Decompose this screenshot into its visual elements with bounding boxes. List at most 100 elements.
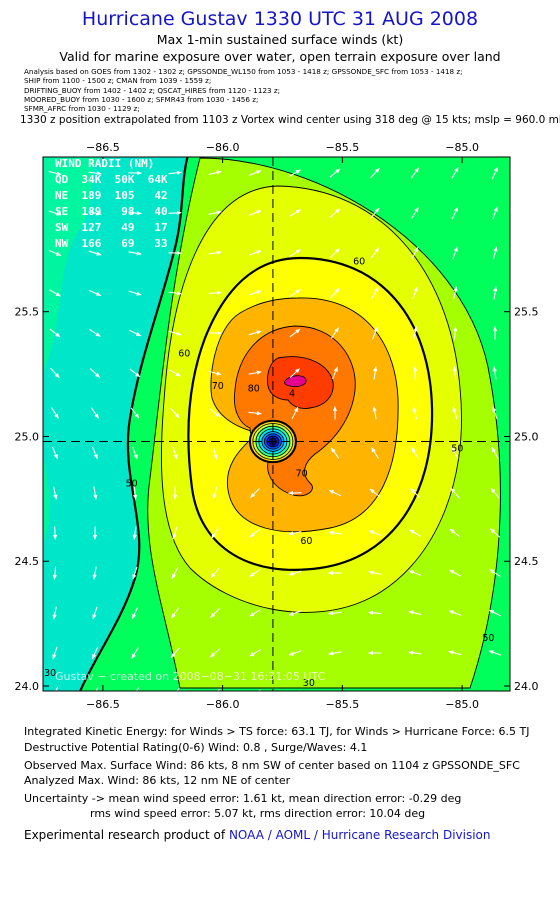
wind-vector — [212, 486, 218, 500]
wind-vector — [409, 488, 421, 498]
wind-vector — [491, 447, 499, 459]
wind-vector — [208, 250, 222, 255]
wind-vector — [170, 407, 180, 419]
wind-vector — [248, 170, 262, 176]
fill-band-max — [284, 375, 307, 388]
wind-vector — [329, 691, 342, 695]
wind-vector — [170, 647, 180, 659]
center-crosshair — [43, 157, 510, 691]
wind-vector — [370, 207, 380, 219]
wind-vector — [289, 249, 301, 257]
contour-label: 50 — [126, 478, 138, 489]
observed-max-text: Observed Max. Surface Wind: 86 kts, 8 nm… — [24, 759, 520, 772]
wind-vector — [412, 286, 418, 300]
wind-vector — [412, 406, 418, 420]
wind-vector — [370, 247, 380, 259]
wind-vector — [369, 488, 381, 498]
wind-vector — [248, 210, 262, 216]
wind-vector — [168, 210, 182, 216]
wind-vector — [328, 611, 342, 616]
wind-vector — [248, 370, 262, 375]
wind-vector — [128, 290, 142, 296]
wind-vector — [133, 486, 138, 500]
wind-vector — [90, 407, 100, 419]
wind-vector — [291, 406, 299, 420]
wind-vector — [92, 446, 98, 460]
wind-radii-row-se: SE 189 98 40 — [55, 205, 168, 218]
wind-vector — [168, 330, 182, 336]
wind-vector — [49, 289, 61, 297]
wind-vector — [249, 528, 261, 538]
credit-org-link[interactable]: NOAA / AOML / Hurricane Research Divisio… — [228, 828, 491, 842]
wind-vector — [489, 568, 501, 578]
contour-label: 70 — [296, 468, 308, 479]
wind-vector — [53, 486, 58, 500]
wind-vector — [52, 606, 57, 620]
analysis-sources-line-5: SFMR_AFRC from 1030 - 1129 z; — [24, 104, 140, 113]
analysis-sources-line-4: MOORED_BUOY from 1030 - 1600 z; SFMR43 f… — [24, 95, 259, 104]
wind-vector — [48, 170, 62, 176]
wind-vector — [492, 246, 498, 260]
wind-vector — [209, 608, 221, 618]
wind-vector — [368, 530, 382, 536]
chart-subtitle: Max 1-min sustained surface winds (kt) — [156, 32, 404, 47]
wind-vector — [50, 367, 60, 379]
wind-radii-row-nw: NW 166 69 33 — [55, 237, 168, 250]
wind-vector — [176, 687, 180, 691]
wind-vector — [408, 610, 422, 616]
wind-vector — [248, 290, 262, 296]
wind-vector — [250, 488, 260, 498]
analyzed-max-text: Analyzed Max. Wind: 86 kts, 12 nm NE of … — [24, 774, 291, 787]
wind-radii-header: QD 34K 50K 64K — [55, 173, 168, 186]
wind-speed-fill-layer — [43, 157, 510, 691]
wind-vector — [92, 566, 97, 580]
wind-vector — [216, 688, 221, 691]
wind-vector — [370, 167, 380, 179]
wind-vector — [328, 489, 342, 497]
wind-vector — [212, 446, 218, 460]
wind-radii-row-ne: NE 189 105 42 — [55, 189, 168, 202]
analysis-sources-line-3: DRIFTING_BUOY from 1402 - 1402 z; QSCAT_… — [24, 86, 281, 95]
wind-vector — [88, 211, 102, 216]
wind-vector — [330, 287, 340, 299]
wind-vector — [368, 650, 382, 656]
contour-label: 60 — [353, 256, 365, 267]
wind-vector — [172, 526, 178, 540]
x-tick-label-bottom: −86.5 — [86, 698, 120, 708]
wind-vector — [172, 446, 178, 460]
wind-vector — [50, 407, 60, 419]
wind-vector — [132, 446, 138, 460]
wind-vector — [492, 326, 498, 340]
wind-vector — [288, 650, 302, 656]
y-tick-label-left: 25.5 — [15, 306, 40, 319]
wind-vector — [330, 327, 340, 339]
contour-label: 60 — [178, 349, 190, 360]
wind-vector — [493, 286, 498, 300]
position-note: 1330 z position extrapolated from 1103 z… — [20, 114, 560, 126]
wind-vector — [249, 609, 261, 617]
contour-label: 80 — [248, 384, 260, 395]
wind-vector — [453, 326, 458, 340]
wind-vector — [170, 607, 180, 619]
wind-vector — [52, 646, 58, 660]
analysis-sources-line-2: SHIP from 1100 - 1500 z; CMAN from 1039 … — [24, 76, 212, 85]
x-tick-label-top: −86.5 — [86, 141, 120, 154]
wind-vector — [55, 686, 59, 691]
wind-vector — [211, 527, 219, 539]
wind-vector — [289, 169, 301, 177]
wind-radii-row-sw: SW 127 49 17 — [55, 221, 168, 234]
wind-vector — [208, 210, 222, 215]
contour-label: 30 — [44, 668, 56, 679]
wind-vector — [289, 368, 301, 378]
wind-vector — [168, 250, 182, 256]
creation-watermark: Gustav − created on 2008−08−31 16:31:05 … — [55, 670, 326, 683]
wind-vector — [288, 570, 302, 576]
wind-vector — [128, 329, 142, 337]
wind-vector — [491, 166, 499, 180]
wind-vector — [129, 368, 141, 378]
wind-vector — [368, 610, 382, 615]
wind-vector — [172, 486, 178, 500]
wind-vector — [328, 530, 342, 535]
contour-label: 70 — [212, 381, 224, 392]
contour-label: 60 — [300, 536, 312, 547]
